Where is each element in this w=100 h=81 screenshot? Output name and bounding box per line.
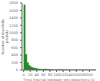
svg-text:200: 200: [11, 61, 18, 65]
svg-text:400: 400: [11, 53, 18, 57]
svg-text:0: 0: [16, 68, 18, 72]
svg-text:Time interval between two dete: Time interval between two detections (s): [22, 78, 92, 81]
svg-text:20: 20: [28, 73, 32, 77]
svg-text:1800: 1800: [9, 1, 18, 5]
svg-text:600: 600: [11, 46, 18, 50]
html-text:Number of inactivity: Number of inactivity: [0, 18, 5, 55]
svg-text:1600: 1600: [9, 9, 18, 13]
svg-text:1400: 1400: [9, 16, 18, 20]
svg-text:80: 80: [48, 73, 52, 77]
svg-text:0: 0: [23, 73, 25, 77]
svg-text:60: 60: [41, 73, 45, 77]
svg-text:800: 800: [11, 38, 18, 42]
svg-text:200: 200: [86, 73, 92, 77]
html-text:100 120 140 160 180: 100 120 140 160 180: [53, 73, 87, 78]
svg-text:1200: 1200: [9, 24, 18, 28]
svg-text:40: 40: [35, 73, 39, 77]
html-text:periods: periods: [4, 30, 9, 43]
svg-text:1000: 1000: [9, 31, 18, 35]
